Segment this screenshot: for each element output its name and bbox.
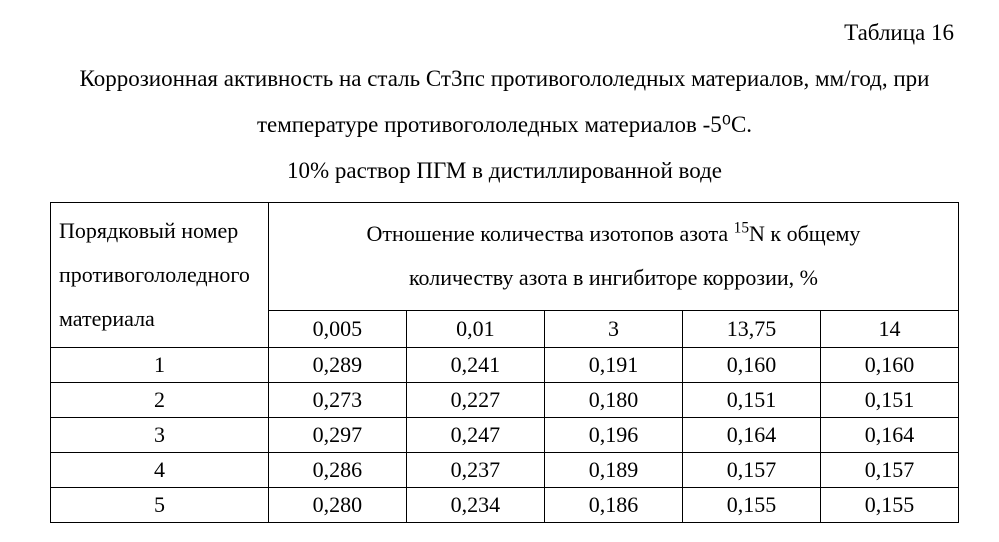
caption-line-3: 10% раствор ПГМ в дистиллированной воде — [287, 158, 722, 183]
colgroup-line-2: количеству азота в ингибиторе коррозии, … — [409, 265, 818, 290]
row-number: 3 — [51, 418, 269, 453]
cell: 0,280 — [268, 488, 406, 523]
cell: 0,157 — [820, 453, 958, 488]
header-row-1: Порядковый номер противогололедного мате… — [51, 203, 959, 311]
row-header-line-1: Порядковый номер — [59, 218, 238, 243]
corrosion-table: Порядковый номер противогололедного мате… — [50, 202, 959, 523]
cell: 0,180 — [544, 383, 682, 418]
cell: 0,286 — [268, 453, 406, 488]
cell: 0,234 — [406, 488, 544, 523]
col-header: 0,005 — [268, 310, 406, 347]
page: Таблица 16 Коррозионная активность на ст… — [0, 0, 999, 542]
table-row: 3 0,297 0,247 0,196 0,164 0,164 — [51, 418, 959, 453]
cell: 0,241 — [406, 348, 544, 383]
cell: 0,155 — [820, 488, 958, 523]
col-header: 3 — [544, 310, 682, 347]
row-number: 5 — [51, 488, 269, 523]
cell: 0,164 — [820, 418, 958, 453]
cell: 0,151 — [682, 383, 820, 418]
cell: 0,247 — [406, 418, 544, 453]
row-number: 4 — [51, 453, 269, 488]
table-row: 4 0,286 0,237 0,189 0,157 0,157 — [51, 453, 959, 488]
row-number: 1 — [51, 348, 269, 383]
cell: 0,160 — [820, 348, 958, 383]
cell: 0,196 — [544, 418, 682, 453]
row-header-line-2: противогололедного — [59, 262, 250, 287]
table-row: 2 0,273 0,227 0,180 0,151 0,151 — [51, 383, 959, 418]
row-header-line-3: материала — [59, 306, 155, 331]
table-row: 1 0,289 0,241 0,191 0,160 0,160 — [51, 348, 959, 383]
col-header: 14 — [820, 310, 958, 347]
colgroup-pre: Отношение количества изотопов азота — [366, 221, 733, 246]
table-row: 5 0,280 0,234 0,186 0,155 0,155 — [51, 488, 959, 523]
cell: 0,155 — [682, 488, 820, 523]
col-header: 13,75 — [682, 310, 820, 347]
row-header-label: Порядковый номер противогололедного мате… — [51, 203, 269, 348]
colgroup-sup: 15 — [734, 220, 749, 237]
cell: 0,297 — [268, 418, 406, 453]
table-head: Порядковый номер противогололедного мате… — [51, 203, 959, 348]
colgroup-post: N к общему — [749, 221, 860, 246]
row-number: 2 — [51, 383, 269, 418]
cell: 0,191 — [544, 348, 682, 383]
caption-line-2: температуре противогололедных материалов… — [257, 112, 752, 137]
cell: 0,157 — [682, 453, 820, 488]
table-number: Таблица 16 — [50, 20, 954, 46]
column-group-header: Отношение количества изотопов азота 15N … — [268, 203, 958, 311]
cell: 0,237 — [406, 453, 544, 488]
cell: 0,289 — [268, 348, 406, 383]
table-caption: Коррозионная активность на сталь Ст3пс п… — [50, 56, 959, 194]
cell: 0,273 — [268, 383, 406, 418]
table-body: 1 0,289 0,241 0,191 0,160 0,160 2 0,273 … — [51, 348, 959, 523]
cell: 0,160 — [682, 348, 820, 383]
cell: 0,227 — [406, 383, 544, 418]
cell: 0,186 — [544, 488, 682, 523]
col-header: 0,01 — [406, 310, 544, 347]
caption-line-1: Коррозионная активность на сталь Ст3пс п… — [80, 66, 930, 91]
cell: 0,189 — [544, 453, 682, 488]
cell: 0,164 — [682, 418, 820, 453]
cell: 0,151 — [820, 383, 958, 418]
